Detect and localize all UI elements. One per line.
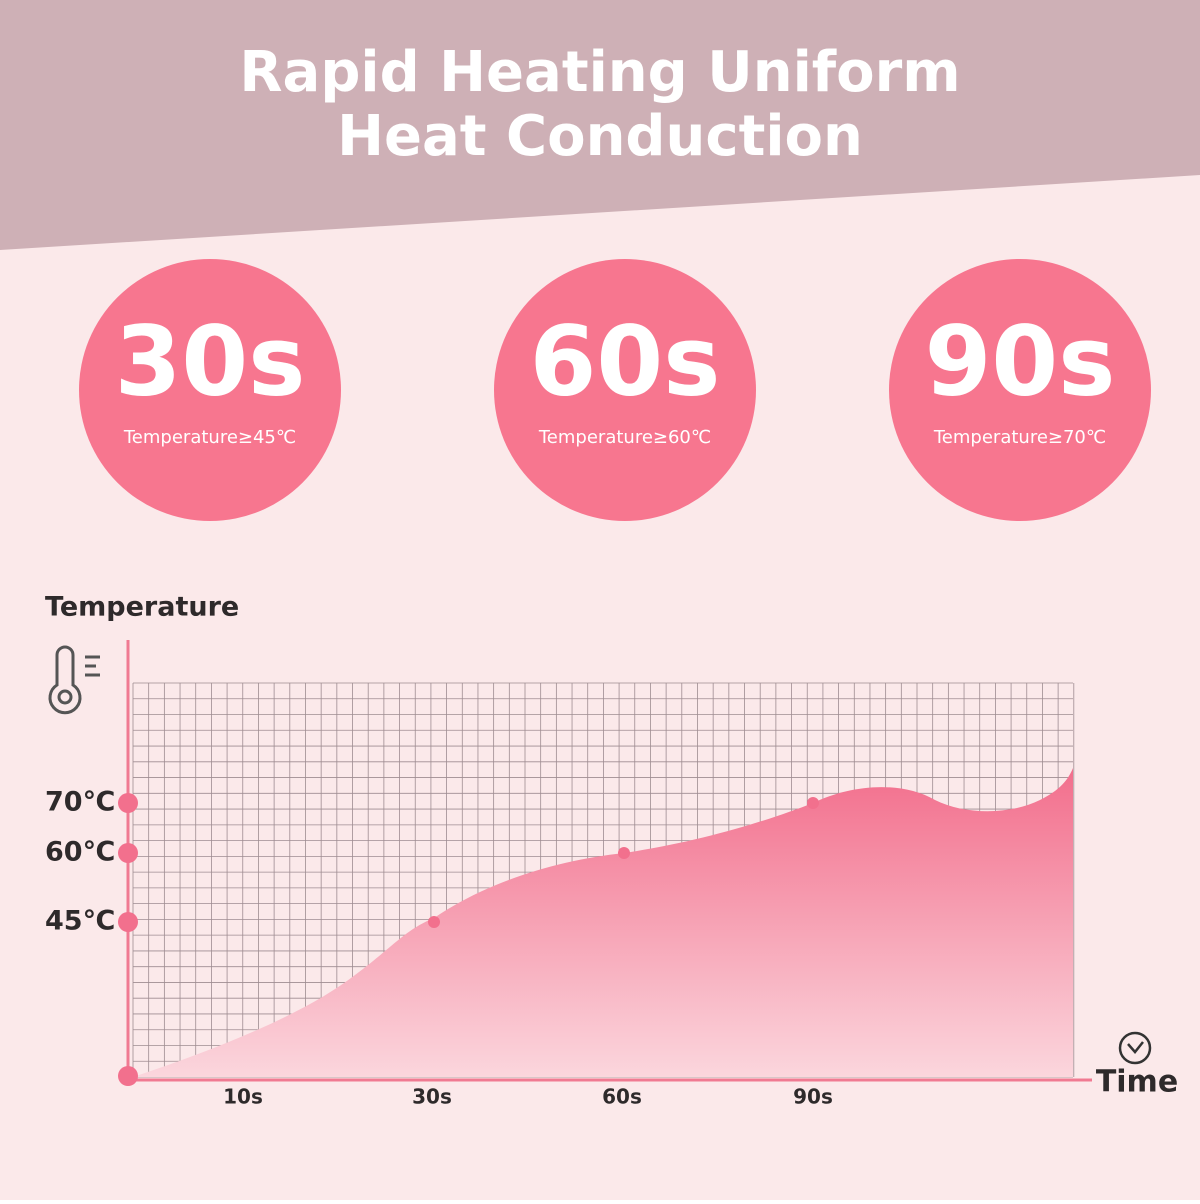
badge-time: 60s bbox=[530, 305, 721, 417]
x-title: Time bbox=[1096, 1065, 1178, 1100]
x-label: 30s bbox=[412, 1085, 452, 1109]
badge-caption: Temperature≥45℃ bbox=[123, 427, 296, 448]
badge-time: 90s bbox=[925, 305, 1116, 417]
badges: 30s Temperature≥45℃ 60s Temperature≥60℃ 90s T… bbox=[79, 259, 1151, 521]
origin-dot bbox=[118, 1066, 138, 1086]
x-labels: 10s 30s 60s 90s bbox=[223, 1085, 833, 1109]
badge-time: 30s bbox=[115, 305, 306, 417]
y-label: 70℃ bbox=[45, 787, 115, 818]
badge-circle bbox=[889, 259, 1151, 521]
y-dot bbox=[118, 912, 138, 932]
y-label: 45℃ bbox=[45, 906, 115, 937]
y-title: Temperature bbox=[45, 592, 239, 623]
clock-icon bbox=[1118, 1031, 1152, 1065]
badge-circle bbox=[494, 259, 756, 521]
curve-dots bbox=[428, 797, 819, 928]
badge-caption: Temperature≥70℃ bbox=[933, 427, 1106, 448]
banner bbox=[0, 0, 1200, 250]
x-label: 10s bbox=[223, 1085, 263, 1109]
title-line: Heat Conduction bbox=[337, 104, 863, 169]
x-label: 90s bbox=[793, 1085, 833, 1109]
x-label: 60s bbox=[602, 1085, 642, 1109]
heating-area bbox=[133, 768, 1073, 1077]
y-dot bbox=[118, 843, 138, 863]
badge-caption: Temperature≥60℃ bbox=[538, 427, 711, 448]
y-dot bbox=[118, 793, 138, 813]
thermometer-icon bbox=[48, 645, 100, 715]
title-line: Rapid Heating Uniform bbox=[239, 40, 960, 105]
y-labels: 70℃ 60℃ 45℃ bbox=[45, 787, 138, 937]
badge-circle bbox=[79, 259, 341, 521]
y-label: 60℃ bbox=[45, 837, 115, 868]
